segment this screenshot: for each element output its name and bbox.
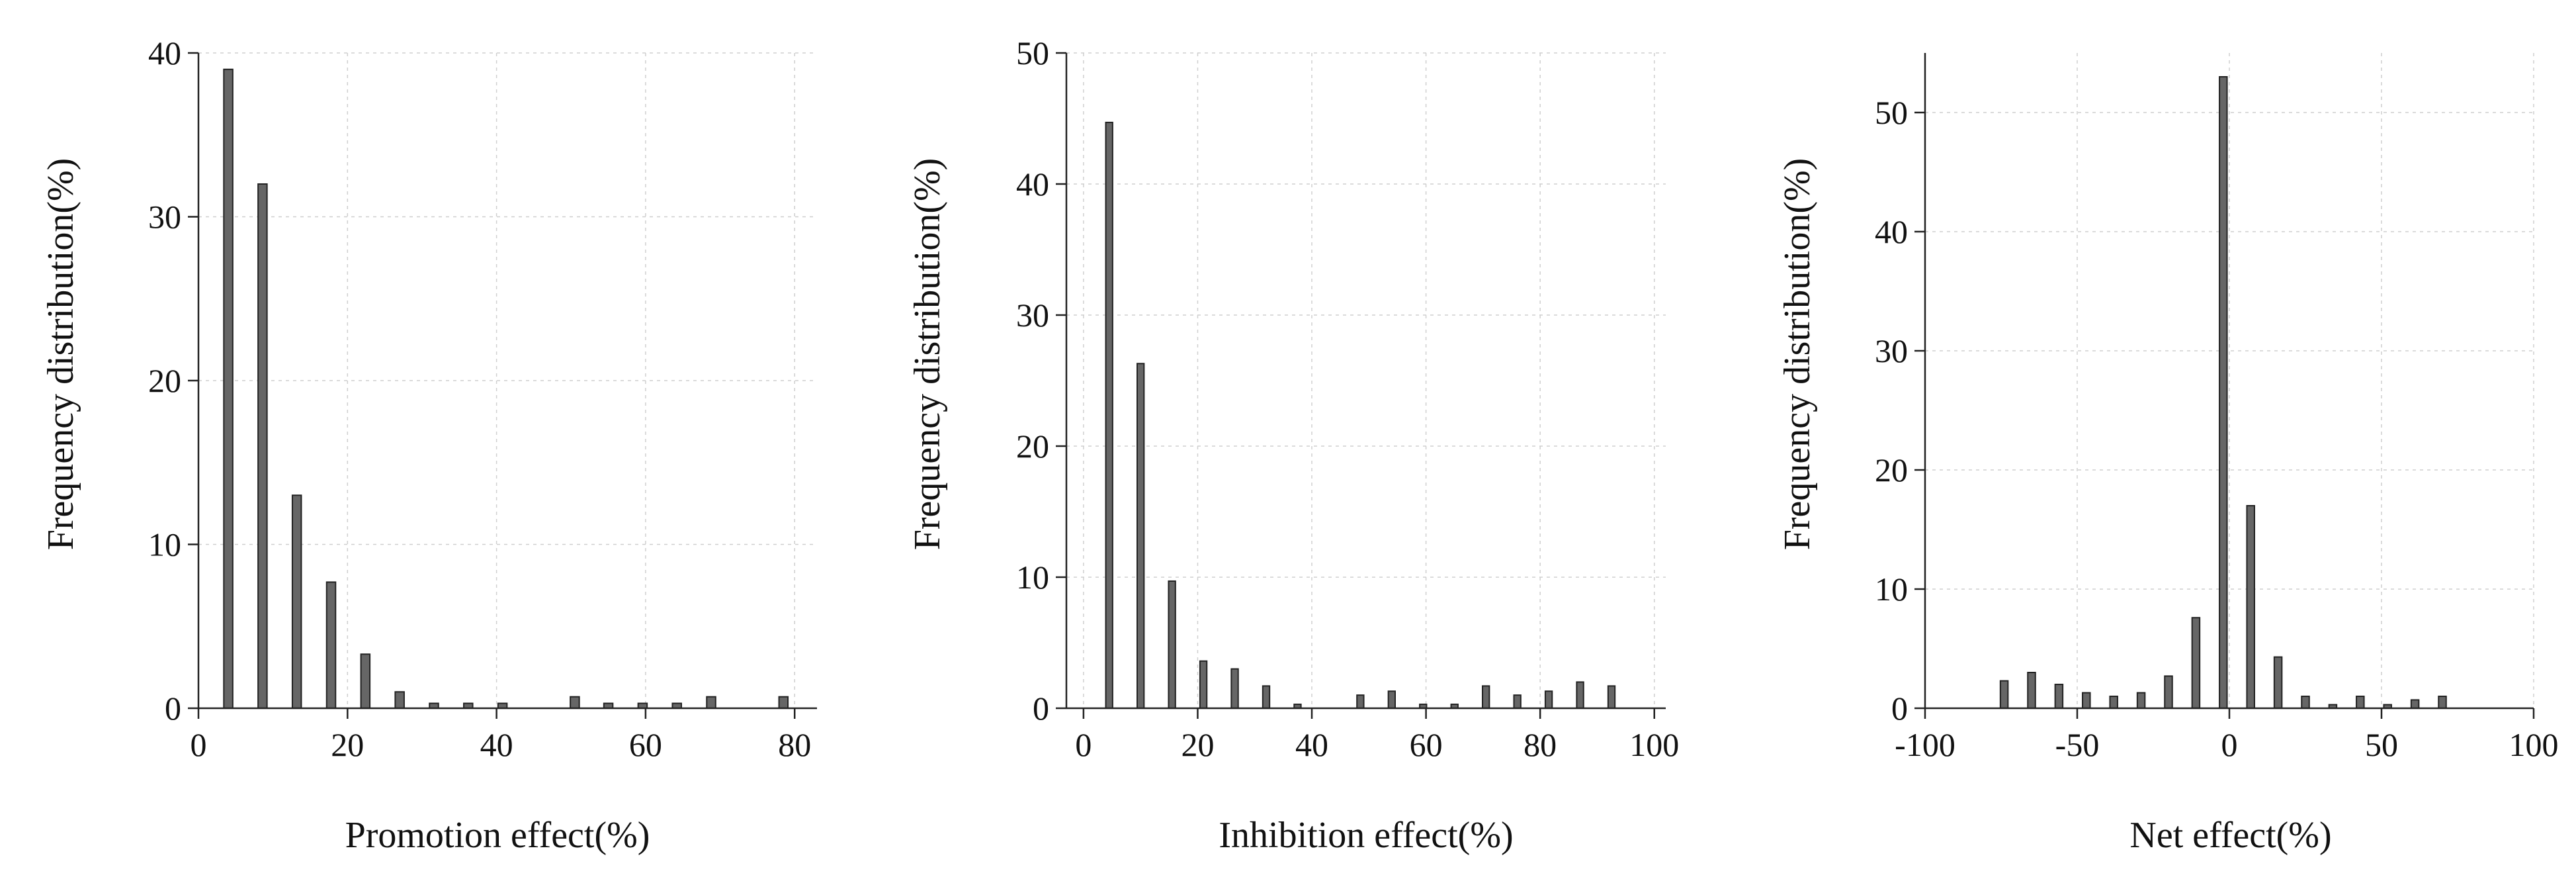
histogram-bar: [2054, 684, 2064, 709]
histogram-bar: [223, 68, 234, 709]
histogram-bar: [2438, 696, 2447, 709]
x-tick-label: 100: [1629, 726, 1679, 763]
x-axis-label: Net effect(%): [2129, 815, 2331, 856]
histogram-bar: [1136, 363, 1145, 709]
y-tick-label: 20: [1016, 428, 1049, 465]
y-tick-label: 40: [1016, 165, 1049, 203]
y-tick-label: 20: [1875, 451, 1908, 488]
histogram-bar: [2082, 692, 2091, 709]
histogram-bar: [778, 696, 789, 710]
histogram-bar: [394, 691, 405, 709]
histogram-bar: [1387, 690, 1396, 710]
x-tick-label: 20: [331, 726, 364, 763]
x-axis-label: Inhibition effect(%): [1219, 815, 1513, 856]
y-tick-label: 0: [165, 690, 181, 727]
x-tick-label: 40: [480, 726, 513, 763]
x-tick-label: 100: [2509, 726, 2559, 763]
y-axis-label: Frequency distribution(%): [1777, 158, 1818, 551]
x-tick-label: -50: [2055, 726, 2100, 763]
histogram-bar: [2246, 505, 2255, 709]
y-tick-label: 0: [1033, 690, 1049, 727]
net-effect-panel: Net effect(%) Frequency distribution(%) …: [1777, 53, 2559, 856]
x-tick-label: 80: [1524, 726, 1557, 763]
x-tick-label: 0: [191, 726, 207, 763]
histogram-bar: [1513, 694, 1522, 709]
x-tick-label: 0: [1075, 726, 1092, 763]
y-axis-label: Frequency distribution(%): [907, 158, 948, 551]
y-tick-label: 40: [1875, 213, 1908, 250]
promotion-effect-panel: Promotion effect(%) Frequency distributi…: [40, 34, 817, 856]
histogram-bar: [2410, 699, 2420, 710]
y-tick-label: 10: [1875, 571, 1908, 608]
histogram-bar: [2136, 692, 2146, 709]
histogram-bar: [2356, 696, 2365, 709]
y-tick-label: 30: [1875, 332, 1908, 369]
histogram-bar: [1544, 690, 1553, 710]
histogram-bar: [1262, 685, 1271, 709]
histogram-bar: [1230, 668, 1239, 709]
x-tick-label: -100: [1895, 726, 1955, 763]
y-tick-label: 40: [148, 34, 181, 71]
y-tick-label: 50: [1875, 94, 1908, 131]
y-tick-label: 20: [148, 362, 181, 399]
x-tick-label: 80: [778, 726, 811, 763]
histogram-bar: [2109, 696, 2118, 709]
histogram-bar: [2191, 617, 2201, 710]
x-tick-label: 60: [629, 726, 662, 763]
histogram-bar: [1105, 121, 1113, 709]
histogram-bar: [1168, 580, 1176, 709]
y-tick-label: 30: [1016, 297, 1049, 334]
histogram-bar: [1482, 685, 1490, 709]
x-tick-label: 20: [1181, 726, 1214, 763]
histogram-bar: [2301, 696, 2310, 709]
histogram-bar: [325, 581, 337, 709]
y-tick-label: 0: [1891, 690, 1908, 727]
y-tick-label: 10: [148, 526, 181, 563]
histogram-bar: [570, 696, 580, 710]
x-tick-label: 40: [1295, 726, 1328, 763]
histogram-bar: [706, 696, 716, 710]
x-tick-label: 60: [1410, 726, 1443, 763]
histogram-bar: [1199, 660, 1208, 709]
histogram-bar: [1356, 694, 1365, 709]
histogram-bar: [360, 653, 371, 710]
histogram-bar: [1999, 680, 2009, 709]
x-tick-label: 0: [2221, 726, 2238, 763]
histogram-bar: [1576, 681, 1584, 710]
y-axis-label: Frequency distribution(%): [40, 158, 81, 551]
x-tick-label: 50: [2365, 726, 2398, 763]
inhibition-effect-panel: Inhibition effect(%) Frequency distribut…: [907, 34, 1679, 856]
histogram-bar: [2027, 672, 2036, 709]
y-tick-label: 30: [148, 199, 181, 236]
histogram-bar: [2164, 675, 2173, 710]
histogram-bar: [257, 183, 268, 709]
histogram-bar: [291, 494, 302, 709]
x-axis-label: Promotion effect(%): [345, 815, 650, 856]
histogram-bar: [2219, 76, 2228, 709]
y-tick-label: 10: [1016, 559, 1049, 596]
histogram-bar: [2273, 656, 2283, 709]
histogram-bar: [1607, 685, 1616, 709]
y-tick-label: 50: [1016, 34, 1049, 71]
